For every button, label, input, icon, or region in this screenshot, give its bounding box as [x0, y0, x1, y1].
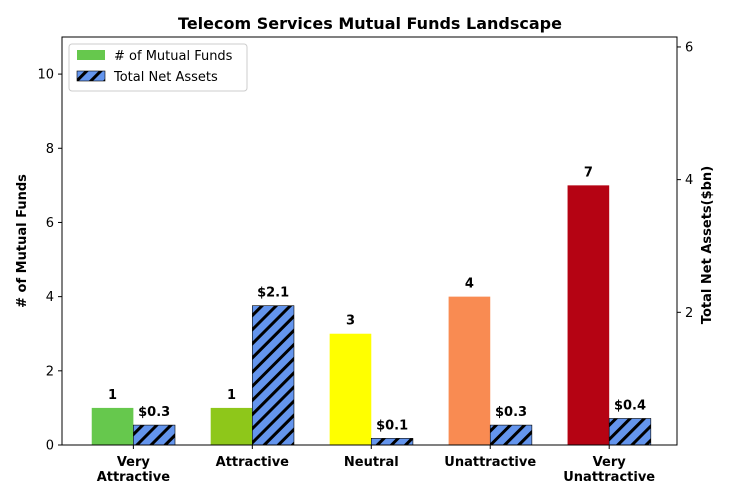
bar-assets-3	[489, 424, 533, 446]
data-label-funds-3: 4	[465, 277, 474, 292]
x-tick-label-4-1: Unattractive	[563, 470, 655, 485]
bar-assets-2	[370, 438, 414, 446]
y2-tick-label-0: 2	[685, 306, 693, 321]
y-axis-label: # of Mutual Funds	[15, 174, 30, 308]
bar-funds-1	[210, 407, 253, 445]
data-label-assets-0: $0.3	[138, 405, 170, 420]
bar-funds-0	[91, 407, 134, 445]
legend-box	[68, 43, 248, 92]
data-label-funds-4: 7	[584, 165, 593, 180]
y-tick-label-3: 6	[46, 216, 54, 231]
x-tick-label-1: Attractive	[216, 455, 290, 470]
chart-title: Telecom Services Mutual Funds Landscape	[178, 14, 562, 33]
bar-funds-4	[567, 185, 610, 445]
data-label-funds-2: 3	[346, 314, 355, 329]
legend-swatch-funds	[77, 50, 105, 60]
y-tick-label-2: 4	[46, 290, 54, 305]
plot-area: 1$0.3VeryAttractive1$2.1Attractive3$0.1N…	[15, 36, 715, 485]
x-tick-label-0-0: Very	[117, 455, 151, 470]
data-label-funds-0: 1	[108, 388, 117, 403]
y-tick-label-4: 8	[46, 142, 54, 157]
y-tick-label-1: 2	[46, 364, 54, 379]
legend-label-assets: Total Net Assets	[113, 70, 218, 85]
x-tick-label-0-1: Attractive	[97, 470, 171, 485]
data-label-assets-2: $0.1	[376, 418, 408, 433]
y-tick-label-5: 10	[37, 68, 54, 83]
y2-axis-label: Total Net Assets($bn)	[700, 166, 715, 324]
data-label-funds-1: 1	[227, 388, 236, 403]
y2-tick-label-1: 4	[685, 173, 693, 188]
bar-funds-2	[329, 333, 372, 445]
data-label-assets-1: $2.1	[257, 286, 289, 301]
x-tick-label-4-0: Very	[593, 455, 627, 470]
bar-assets-1	[252, 305, 295, 446]
data-label-assets-3: $0.3	[495, 405, 527, 420]
x-tick-label-3: Unattractive	[444, 455, 536, 470]
x-tick-label-2: Neutral	[344, 455, 399, 470]
bar-funds-3	[448, 296, 491, 445]
y2-tick-label-2: 6	[685, 40, 693, 55]
bar-assets-0	[133, 424, 176, 446]
data-label-assets-4: $0.4	[614, 398, 646, 413]
bar-assets-4	[608, 418, 652, 446]
y-tick-label-0: 0	[46, 439, 54, 454]
plot-frame	[61, 36, 678, 446]
legend-label-funds: # of Mutual Funds	[114, 49, 233, 64]
legend-swatch-assets	[76, 70, 106, 82]
